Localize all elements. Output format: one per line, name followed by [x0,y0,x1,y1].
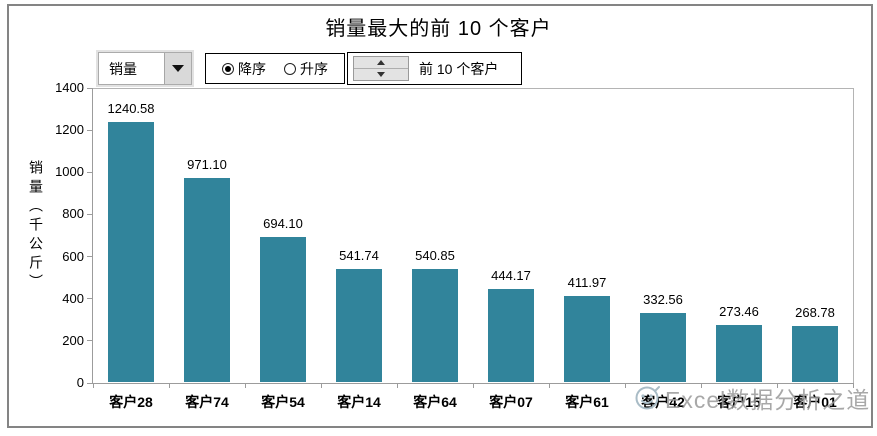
bar [488,289,534,382]
x-category-label: 客户01 [793,394,837,410]
y-axis-title: 销量（千公斤） [28,160,44,293]
y-tick-mark [87,298,93,300]
bar-value-label: 444.17 [491,268,531,284]
x-category-label: 客户61 [565,394,609,410]
x-tick-mark [549,383,550,388]
radio-unselected-icon [284,62,296,75]
plot-right-border [853,88,854,384]
bar-value-label: 332.56 [643,291,683,307]
x-category-label: 客户14 [337,394,381,410]
y-tick-mark [87,129,93,131]
x-tick-mark [473,383,474,388]
x-category-label: 客户15 [717,394,761,410]
y-tick-label: 400 [62,290,84,306]
x-category-label: 客户54 [261,394,305,410]
y-tick-label: 200 [62,332,84,348]
bar [716,325,762,382]
x-category-label: 客户74 [185,394,229,410]
bar-value-label: 971.10 [187,157,227,173]
bar [412,269,458,382]
x-tick-mark [701,383,702,388]
chevron-down-icon [172,65,184,72]
y-tick-mark [87,213,93,215]
y-tick-mark [87,87,93,89]
radio-ascending[interactable]: 升序 [284,59,328,79]
top-n-label: 前 10 个客户 [419,60,499,77]
bar-value-label: 540.85 [415,248,455,264]
x-tick-mark [397,383,398,388]
y-tick-mark [87,171,93,173]
top-n-spinner[interactable] [353,56,409,81]
radio-descending-label: 降序 [238,60,266,77]
field-dropdown-value: 销量 [109,60,137,77]
spinner-up-icon [377,60,385,65]
y-tick-label: 800 [62,206,84,222]
y-axis-line [92,88,93,384]
x-tick-mark [321,383,322,388]
x-tick-mark [853,383,854,388]
bar-value-label: 268.78 [795,305,835,321]
y-tick-mark [87,340,93,342]
bar [792,326,838,382]
y-tick-label: 1200 [55,122,84,138]
sort-order-group: 降序 升序 [205,53,345,84]
bar [108,121,154,382]
y-tick-label: 1000 [55,164,84,180]
spinner-up-button[interactable] [354,57,408,69]
top-n-group: 前 10 个客户 [347,52,522,85]
y-tick-mark [87,256,93,258]
x-category-label: 客户28 [109,394,153,410]
y-tick-label: 1400 [55,80,84,95]
spinner-down-icon [377,72,385,77]
bar-value-label: 694.10 [263,215,303,231]
field-dropdown[interactable]: 销量 [98,52,192,85]
bar-value-label: 411.97 [567,275,607,291]
x-tick-mark [625,383,626,388]
y-tick-label: 0 [76,375,84,390]
bar [564,296,610,382]
x-category-label: 客户64 [413,394,457,410]
bar-value-label: 273.46 [719,304,759,320]
plot-top-border [93,88,853,89]
x-tick-mark [169,383,170,388]
chart-title: 销量最大的前 10 个客户 [325,18,552,40]
y-tick-label: 600 [62,248,84,264]
x-tick-mark [777,383,778,388]
bar-value-label: 541.74 [339,247,379,263]
x-tick-mark [93,383,94,388]
radio-descending[interactable]: 降序 [222,59,266,79]
x-category-label: 客户42 [641,394,685,410]
dropdown-arrow-button[interactable] [164,53,191,84]
x-category-label: 客户07 [489,394,533,410]
x-tick-mark [245,383,246,388]
bar-value-label: 1240.58 [107,100,155,116]
bar [260,236,306,382]
radio-ascending-label: 升序 [300,60,328,77]
bar [184,178,230,382]
bar [640,312,686,382]
y-tick-mark [87,382,93,384]
bar [336,268,382,382]
radio-selected-icon [222,62,234,75]
spinner-down-button[interactable] [354,69,408,80]
